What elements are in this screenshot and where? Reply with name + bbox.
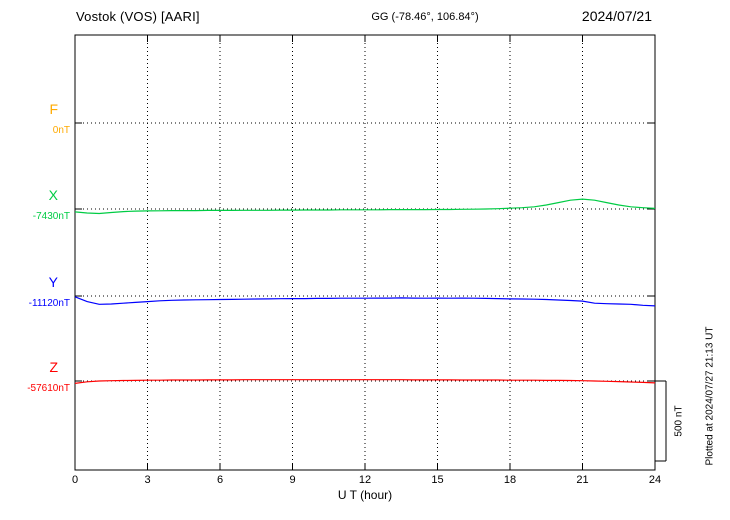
plot-timestamp-note: Plotted at 2024/07/27 21:13 UT [704, 326, 716, 466]
series-label-Y: Y [48, 274, 58, 290]
plot-frame [74, 34, 656, 471]
x-tick-label: 9 [289, 474, 296, 486]
series-baseline-value-X: -7430nT [32, 211, 70, 222]
x-tick-label: 21 [576, 474, 589, 486]
scale-bar-label: 500 nT [673, 405, 685, 437]
x-tick-label: 18 [503, 474, 517, 486]
trace-X [74, 198, 656, 215]
station-coordinates: GG (-78.46°, 106.84°) [371, 11, 479, 23]
x-tick-label: 15 [431, 474, 444, 486]
series-baseline-value-Y: -11120nT [28, 298, 70, 309]
series-label-X: X [48, 187, 58, 203]
series-label-F: F [49, 101, 58, 117]
x-tick-label: 0 [71, 474, 79, 486]
series-label-Z: Z [49, 359, 58, 375]
trace-Y [74, 296, 656, 307]
x-axis-label: U T (hour) [337, 488, 393, 502]
x-tick-label: 3 [144, 474, 151, 486]
station-title: Vostok (VOS) [AARI] [76, 9, 200, 24]
x-tick-label: 12 [358, 474, 372, 486]
observation-date: 2024/07/21 [581, 8, 652, 24]
trace-Z [74, 379, 656, 384]
x-tick-label: 6 [216, 474, 224, 486]
series-baseline-value-F: 0nT [52, 125, 70, 136]
x-tick-label: 24 [648, 474, 662, 486]
series-baseline-value-Z: -57610nT [27, 383, 70, 394]
